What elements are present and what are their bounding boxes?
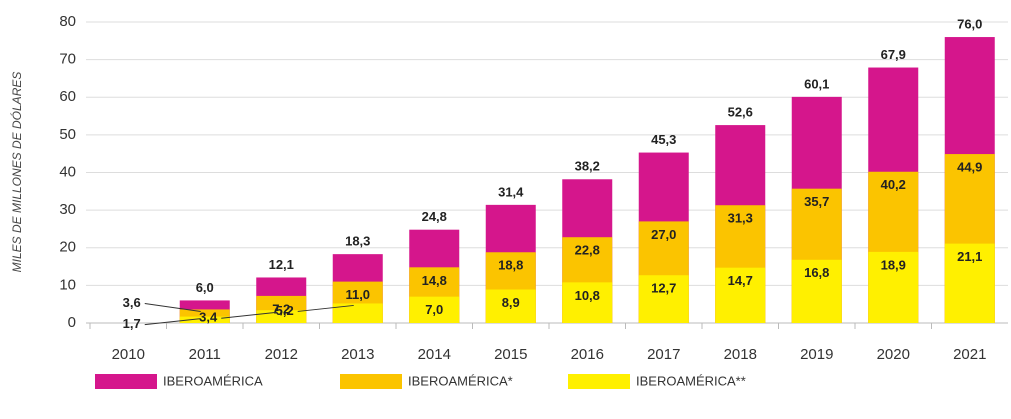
leader-line xyxy=(297,304,354,312)
value-label: 1,7 xyxy=(123,316,141,331)
bar xyxy=(868,251,919,323)
bar xyxy=(485,289,536,323)
x-tick-label: 2012 xyxy=(265,346,298,363)
value-label: 7,0 xyxy=(425,302,443,317)
y-tick-label: 30 xyxy=(59,201,76,218)
leader-line xyxy=(221,311,278,319)
value-label: 31,3 xyxy=(728,211,753,226)
x-tick-label: 2018 xyxy=(724,346,757,363)
bar xyxy=(944,243,995,323)
value-label: 11,0 xyxy=(345,287,370,302)
y-tick-label: 80 xyxy=(59,13,76,30)
x-tick-label: 2016 xyxy=(571,346,604,363)
y-tick-label: 50 xyxy=(59,126,76,143)
y-tick-label: 0 xyxy=(68,314,76,331)
value-label: 3,4 xyxy=(199,310,218,325)
value-label: 40,2 xyxy=(881,177,906,192)
y-tick-label: 70 xyxy=(59,51,76,68)
value-label: 6,0 xyxy=(196,280,214,295)
bar xyxy=(332,303,383,323)
x-tick-label: 2020 xyxy=(877,346,910,363)
leader-line xyxy=(144,302,201,312)
value-label: 76,0 xyxy=(957,16,982,31)
value-label: 24,8 xyxy=(422,209,447,224)
bar xyxy=(409,296,460,323)
legend-swatch xyxy=(340,374,402,389)
value-label: 18,8 xyxy=(498,258,523,273)
legend-swatch xyxy=(95,374,157,389)
value-label: 31,4 xyxy=(498,184,524,199)
value-label: 14,7 xyxy=(728,273,753,288)
y-tick-label: 40 xyxy=(59,163,76,180)
value-label: 44,9 xyxy=(957,160,982,175)
value-label: 67,9 xyxy=(881,47,906,62)
legend-label: IBEROAMÉRICA** xyxy=(636,373,746,388)
value-label: 27,0 xyxy=(651,227,676,242)
value-label: 45,3 xyxy=(651,132,676,147)
value-label: 10,8 xyxy=(575,288,600,303)
value-label: 8,9 xyxy=(502,295,520,310)
x-tick-label: 2011 xyxy=(189,346,221,363)
value-label: 35,7 xyxy=(804,194,829,209)
value-label: 38,2 xyxy=(575,159,600,174)
value-label: 18,9 xyxy=(881,257,906,272)
x-tick-label: 2017 xyxy=(647,346,680,363)
y-tick-label: 60 xyxy=(59,88,76,105)
value-label: 52,6 xyxy=(728,105,753,120)
y-tick-label: 20 xyxy=(59,239,76,256)
x-tick-label: 2014 xyxy=(418,346,451,363)
value-label: 16,8 xyxy=(804,265,829,280)
bar xyxy=(638,275,689,323)
legend-label: IBEROAMÉRICA xyxy=(163,373,263,388)
bar xyxy=(562,282,613,323)
value-label: 21,1 xyxy=(957,249,982,264)
value-label: 60,1 xyxy=(804,76,829,91)
x-tick-label: 2010 xyxy=(112,346,145,363)
legend-swatch xyxy=(568,374,630,389)
value-label: 18,3 xyxy=(345,234,370,249)
value-label: 12,7 xyxy=(651,281,676,296)
bar xyxy=(791,259,842,323)
x-tick-label: 2015 xyxy=(494,346,527,363)
y-tick-label: 10 xyxy=(59,276,76,293)
value-label: 22,8 xyxy=(575,243,600,258)
x-tick-label: 2019 xyxy=(800,346,833,363)
bar xyxy=(179,316,230,323)
leader-line xyxy=(144,318,201,326)
x-tick-label: 2021 xyxy=(953,346,986,363)
value-label: 3,6 xyxy=(123,295,141,310)
legend-label: IBEROAMÉRICA* xyxy=(408,373,513,388)
value-label: 14,8 xyxy=(422,273,447,288)
value-label: 5,2 xyxy=(276,303,294,318)
y-axis-title: MILES DE MILLONES DE DÓLARES xyxy=(9,72,24,273)
value-label: 12,1 xyxy=(269,257,294,272)
x-tick-label: 2013 xyxy=(341,346,374,363)
bar xyxy=(715,267,766,323)
